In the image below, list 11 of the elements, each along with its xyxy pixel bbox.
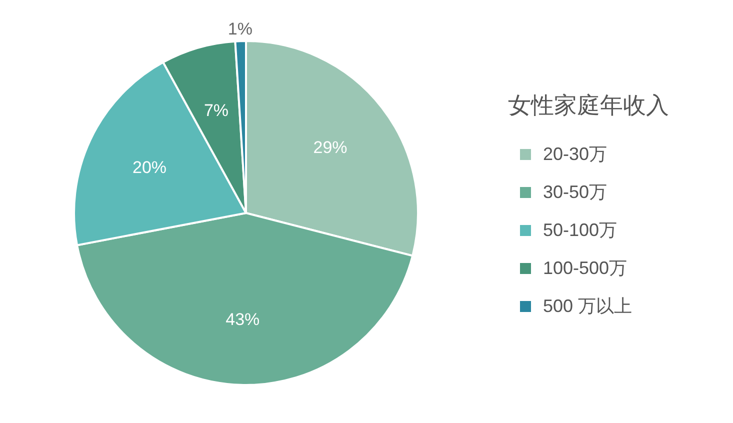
data-label: 29% bbox=[313, 138, 348, 158]
data-label: 1% bbox=[228, 20, 253, 39]
data-label: 20% bbox=[132, 158, 167, 178]
legend-label: 30-50万 bbox=[543, 181, 608, 204]
data-label: 7% bbox=[204, 101, 229, 120]
legend-label: 100-500万 bbox=[543, 257, 628, 280]
legend-label: 500 万以上 bbox=[543, 295, 632, 318]
legend-label: 20-30万 bbox=[543, 143, 608, 166]
legend-title: 女性家庭年收入 bbox=[508, 91, 669, 120]
data-label: 43% bbox=[226, 310, 260, 330]
legend-label: 50-100万 bbox=[543, 219, 618, 242]
